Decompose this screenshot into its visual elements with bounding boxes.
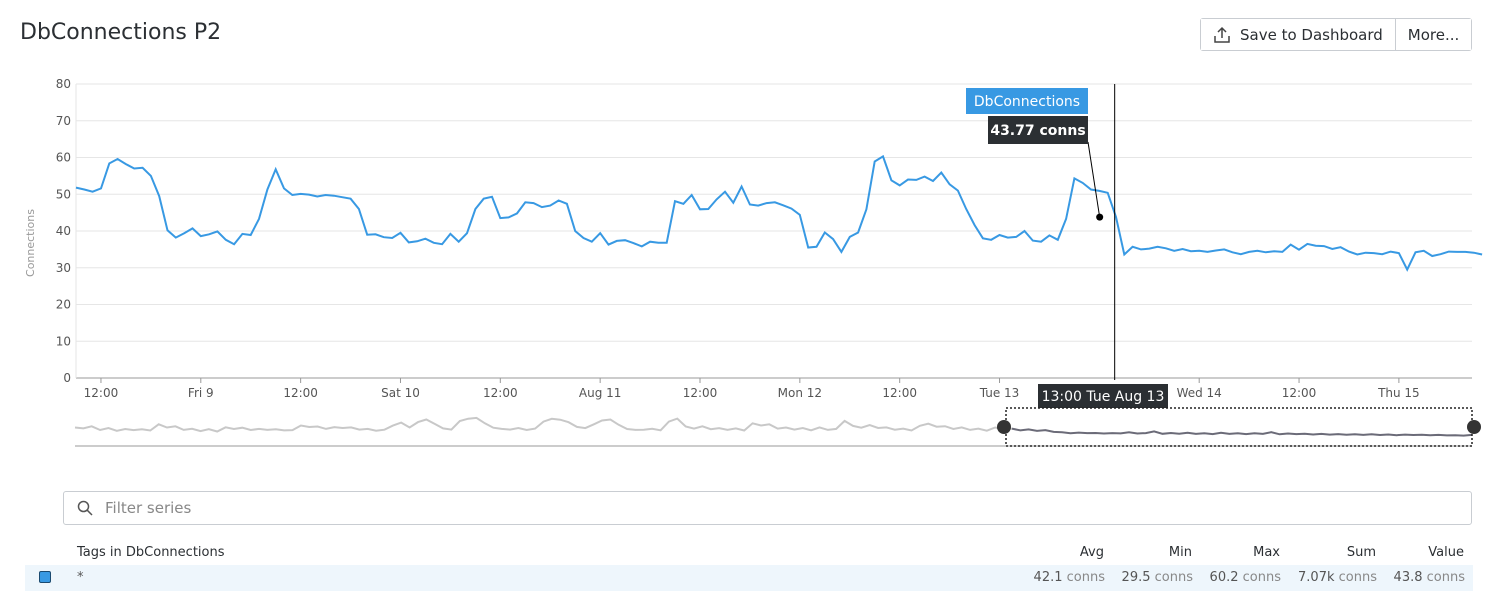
y-tick-label: 60	[56, 151, 71, 165]
line-chart[interactable]: 0 10 20 30 40 50 60 70 80 Connections 12:00 Fri 9…	[0, 0, 1497, 470]
chart-grid	[75, 83, 1472, 379]
row-sum: 7.07k conns	[1298, 570, 1377, 585]
y-tick-label: 0	[63, 371, 71, 385]
tooltip-value-label: 43.77 conns	[990, 123, 1085, 139]
more-button[interactable]: More...	[1394, 19, 1472, 50]
y-tick-label: 30	[56, 261, 71, 275]
navigator-line	[74, 416, 1012, 433]
y-tick-label: 10	[56, 334, 71, 348]
x-tick-label: Tue 13	[979, 386, 1020, 400]
tooltip-time-label: 13:00 Tue Aug 13	[1042, 389, 1165, 405]
x-tick-label: 12:00	[1282, 386, 1317, 400]
y-tick-label: 50	[56, 187, 71, 201]
y-tick-label: 40	[56, 224, 71, 238]
x-tick-label: Aug 11	[579, 386, 622, 400]
x-tick-label: 12:00	[683, 386, 718, 400]
row-max: 60.2 conns	[1209, 570, 1281, 585]
search-icon	[77, 500, 93, 516]
page-title: DbConnections P2	[20, 20, 222, 45]
hover-point	[1096, 213, 1104, 221]
series-color-swatch[interactable]	[39, 571, 51, 583]
time-navigator[interactable]	[74, 407, 1481, 447]
x-tick-label: Thu 15	[1377, 386, 1420, 400]
series-table-header: Tags in DbConnections Avg Min Max Sum Va…	[0, 545, 1497, 563]
save-to-dashboard-button[interactable]: Save to Dashboard	[1201, 19, 1395, 50]
column-header-avg[interactable]: Avg	[1079, 545, 1104, 560]
filter-series-input[interactable]	[103, 498, 1471, 518]
x-tick-label: Fri 9	[188, 386, 214, 400]
column-header-min[interactable]: Min	[1168, 545, 1192, 560]
tooltip-leader-line	[1087, 141, 1101, 218]
column-header-value[interactable]: Value	[1428, 545, 1464, 560]
save-to-dashboard-label: Save to Dashboard	[1240, 25, 1383, 44]
y-tick-label: 20	[56, 298, 71, 312]
header-actions: Save to Dashboard More...	[1200, 18, 1473, 51]
tooltip-time: 13:00 Tue Aug 13	[1038, 384, 1168, 408]
series-line-dbconnections	[75, 154, 1483, 272]
table-row[interactable]: * 42.1 conns 29.5 conns 60.2 conns 7.07k…	[25, 565, 1473, 591]
y-tick-label: 70	[56, 114, 71, 128]
tooltip-series: DbConnections	[966, 88, 1088, 114]
navigator-selection[interactable]	[1005, 407, 1473, 447]
x-tick-label: Sat 10	[381, 386, 420, 400]
x-tick-label: Wed 14	[1177, 386, 1222, 400]
row-avg: 42.1 conns	[1033, 570, 1105, 585]
row-value: 43.8 conns	[1393, 570, 1465, 585]
y-axis-label: Connections	[24, 209, 37, 277]
x-axis-ticks: 12:00 Fri 9 12:00 Sat 10 12:00 Aug 11 12:00 Mon…	[84, 378, 1420, 400]
upload-icon	[1214, 26, 1230, 43]
y-tick-label: 80	[56, 77, 71, 91]
navigator-selected-line	[1011, 427, 1473, 437]
column-header-max[interactable]: Max	[1253, 545, 1280, 560]
x-tick-label: 12:00	[84, 386, 119, 400]
x-tick-label: 12:00	[283, 386, 318, 400]
more-label: More...	[1407, 25, 1460, 44]
x-tick-label: 12:00	[882, 386, 917, 400]
column-header-tags: Tags in DbConnections	[77, 545, 225, 560]
row-min: 29.5 conns	[1121, 570, 1193, 585]
x-tick-label: Mon 12	[778, 386, 822, 400]
y-axis-ticks: 0 10 20 30 40 50 60 70 80	[56, 77, 71, 385]
navigator-handle-right[interactable]	[1467, 420, 1481, 434]
filter-series-field[interactable]	[63, 491, 1472, 525]
tooltip-value: 43.77 conns	[988, 116, 1088, 144]
column-header-sum[interactable]: Sum	[1346, 545, 1376, 560]
x-tick-label: 12:00	[483, 386, 518, 400]
navigator-handle-left[interactable]	[997, 420, 1011, 434]
row-tag: *	[77, 570, 84, 585]
tooltip-series-label: DbConnections	[974, 94, 1080, 110]
